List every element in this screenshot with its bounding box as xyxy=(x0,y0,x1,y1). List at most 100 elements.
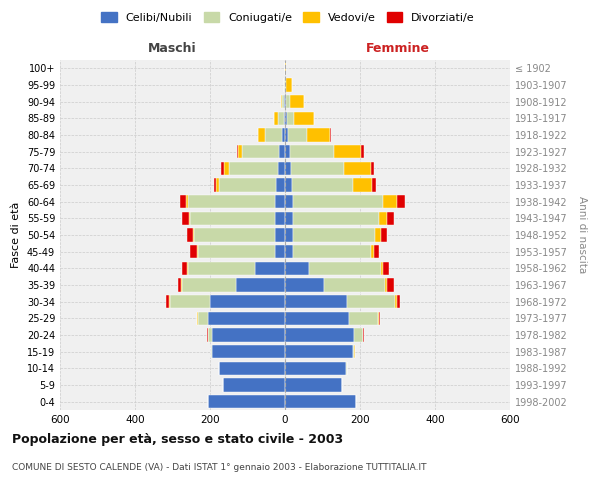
Bar xyxy=(285,362,346,375)
Bar xyxy=(285,228,293,241)
Bar xyxy=(229,162,277,175)
Bar xyxy=(285,328,355,342)
Bar xyxy=(224,162,229,175)
Bar xyxy=(383,195,397,208)
Bar xyxy=(285,295,347,308)
Bar xyxy=(285,395,355,408)
Bar xyxy=(285,212,293,225)
Bar xyxy=(294,112,314,125)
Bar xyxy=(286,78,292,92)
Bar xyxy=(285,195,293,208)
Bar xyxy=(274,112,278,125)
Bar xyxy=(237,145,238,158)
Bar xyxy=(215,178,220,192)
Bar xyxy=(236,278,285,291)
Bar xyxy=(362,328,364,342)
Bar xyxy=(182,262,187,275)
Bar xyxy=(286,95,290,108)
Bar xyxy=(190,212,275,225)
Bar xyxy=(210,295,285,308)
Bar xyxy=(283,95,284,108)
Bar xyxy=(325,278,385,291)
Bar xyxy=(220,362,285,375)
Bar xyxy=(285,145,290,158)
Bar xyxy=(212,328,285,342)
Bar xyxy=(187,195,188,208)
Bar xyxy=(292,178,353,192)
Bar xyxy=(190,245,197,258)
Bar xyxy=(238,145,242,158)
Bar xyxy=(182,212,189,225)
Bar xyxy=(208,328,212,342)
Bar xyxy=(371,162,374,175)
Bar xyxy=(285,162,290,175)
Bar xyxy=(307,128,330,141)
Bar xyxy=(278,112,284,125)
Bar xyxy=(285,278,325,291)
Bar xyxy=(285,378,342,392)
Bar xyxy=(285,178,292,192)
Bar xyxy=(187,262,255,275)
Bar xyxy=(310,262,382,275)
Bar xyxy=(347,295,395,308)
Y-axis label: Fasce di età: Fasce di età xyxy=(11,202,21,268)
Bar xyxy=(387,278,394,291)
Bar xyxy=(212,345,285,358)
Bar xyxy=(208,395,285,408)
Bar xyxy=(285,245,293,258)
Bar xyxy=(193,228,194,241)
Bar xyxy=(214,178,215,192)
Bar xyxy=(293,212,379,225)
Bar xyxy=(385,278,387,291)
Bar xyxy=(277,162,285,175)
Bar xyxy=(242,145,280,158)
Bar xyxy=(397,295,400,308)
Bar xyxy=(211,345,212,358)
Bar xyxy=(221,162,224,175)
Bar xyxy=(349,312,378,325)
Bar xyxy=(285,112,287,125)
Bar xyxy=(284,112,285,125)
Bar xyxy=(287,112,294,125)
Bar xyxy=(207,328,208,342)
Bar xyxy=(288,128,307,141)
Bar xyxy=(285,62,286,75)
Bar xyxy=(181,278,182,291)
Bar xyxy=(197,245,275,258)
Bar xyxy=(257,128,259,141)
Bar xyxy=(346,362,347,375)
Bar xyxy=(208,312,285,325)
Bar xyxy=(375,228,381,241)
Bar xyxy=(381,228,386,241)
Bar xyxy=(194,228,275,241)
Bar xyxy=(379,212,387,225)
Text: Popolazione per età, sesso e stato civile - 2003: Popolazione per età, sesso e stato civil… xyxy=(12,432,343,446)
Bar xyxy=(275,212,285,225)
Bar xyxy=(223,378,285,392)
Text: Maschi: Maschi xyxy=(148,42,197,55)
Bar xyxy=(285,262,310,275)
Bar xyxy=(285,128,288,141)
Bar xyxy=(265,128,282,141)
Bar xyxy=(355,328,362,342)
Bar xyxy=(285,345,353,358)
Bar xyxy=(353,345,355,358)
Bar xyxy=(280,145,285,158)
Bar xyxy=(374,245,379,258)
Bar xyxy=(334,145,361,158)
Bar xyxy=(395,295,397,308)
Bar xyxy=(284,95,285,108)
Bar xyxy=(285,312,349,325)
Bar xyxy=(378,312,379,325)
Bar xyxy=(182,278,236,291)
Bar xyxy=(371,245,374,258)
Bar xyxy=(382,262,383,275)
Bar xyxy=(330,128,331,141)
Legend: Celibi/Nubili, Coniugati/e, Vedovi/e, Divorziati/e: Celibi/Nubili, Coniugati/e, Vedovi/e, Di… xyxy=(97,8,479,28)
Bar xyxy=(290,162,344,175)
Bar xyxy=(285,95,286,108)
Bar xyxy=(275,245,285,258)
Bar xyxy=(383,262,389,275)
Bar xyxy=(293,245,371,258)
Bar xyxy=(397,195,405,208)
